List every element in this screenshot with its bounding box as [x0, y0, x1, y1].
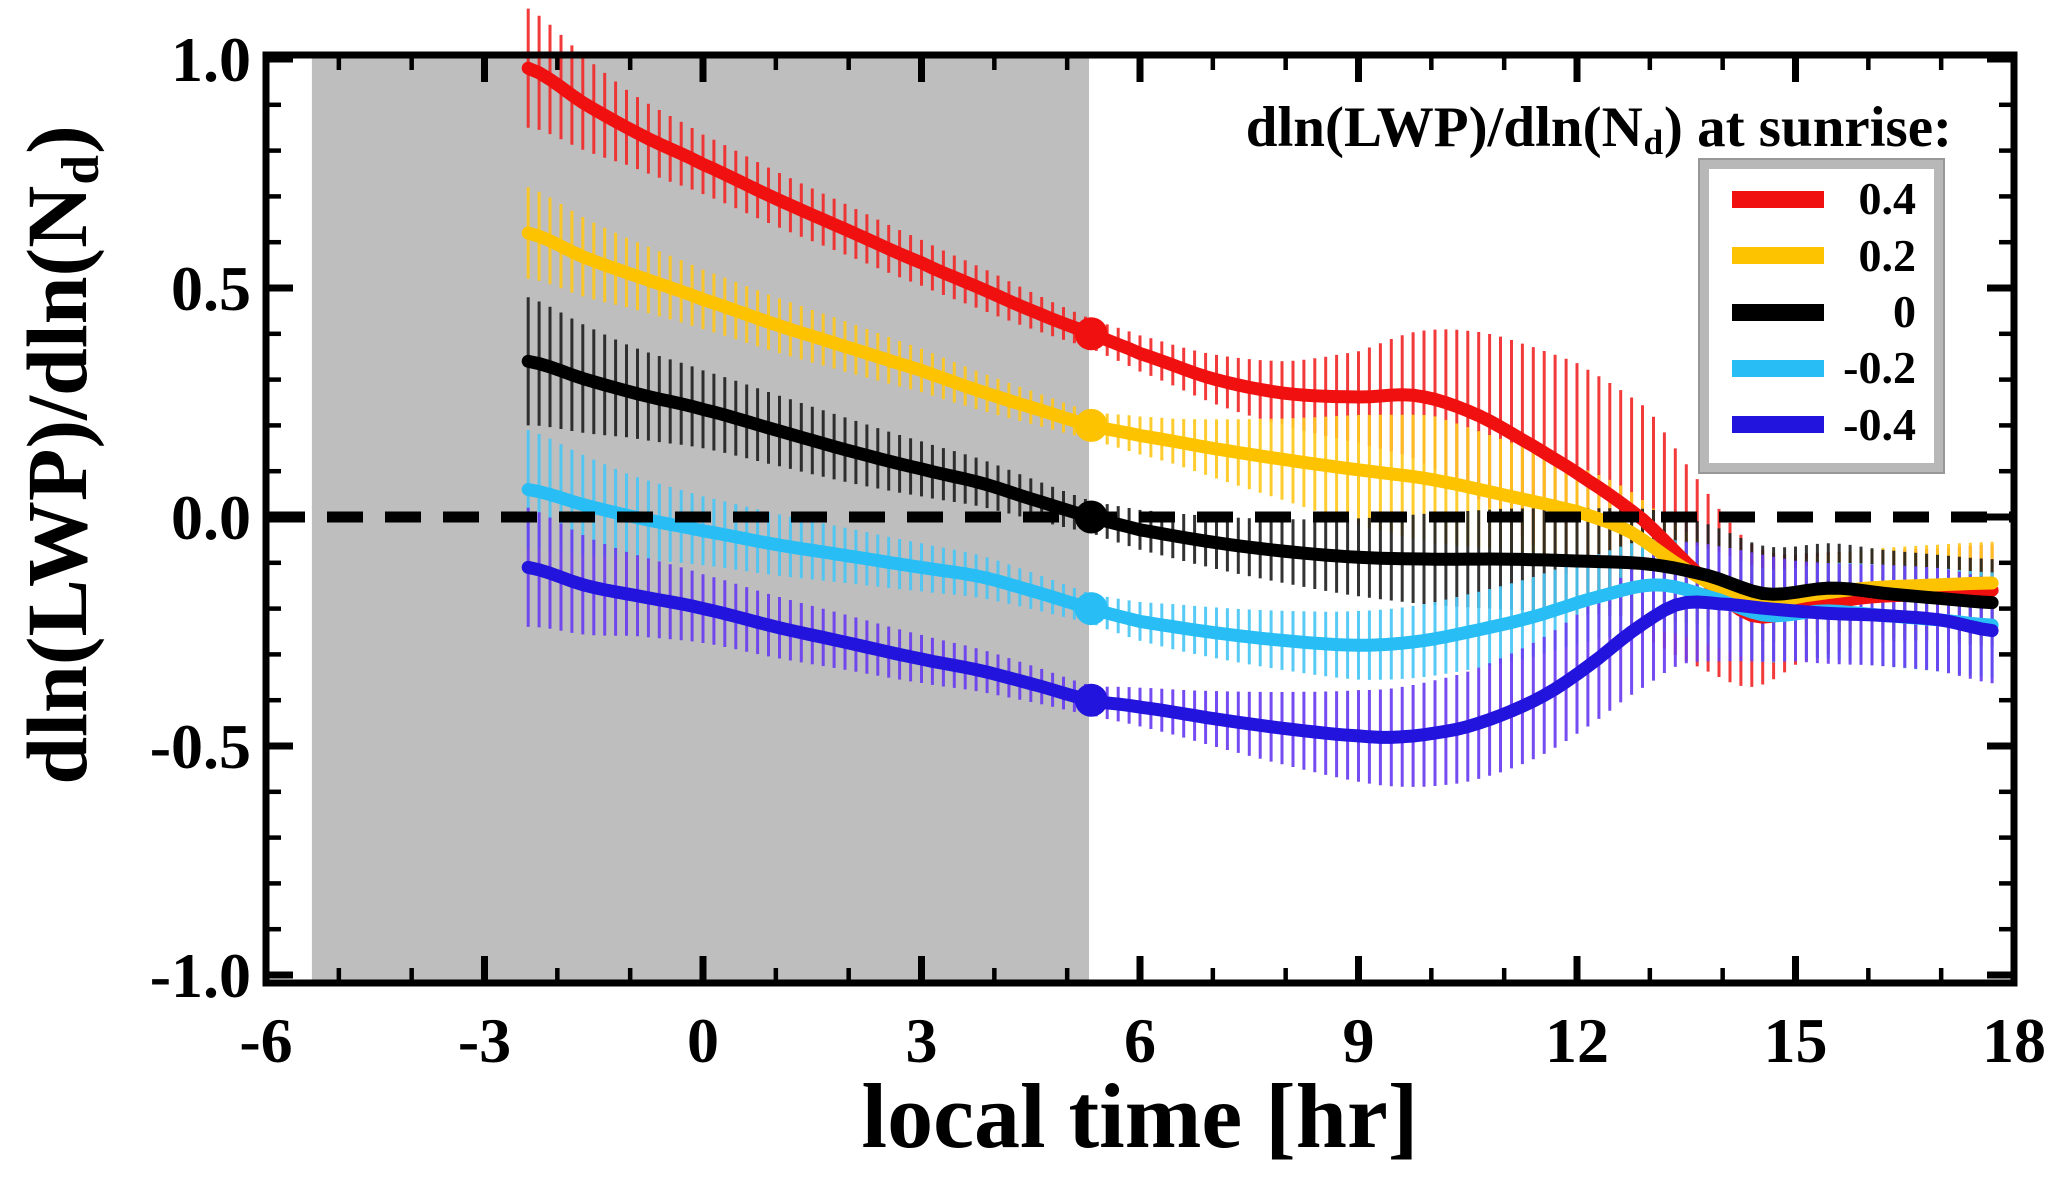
- legend-swatch-icon: [1732, 303, 1824, 321]
- x-tick-label-0: 0: [687, 1005, 719, 1076]
- legend-label: -0.2: [1843, 342, 1916, 394]
- curve-gold: [521, 226, 1999, 608]
- x-tick-label-6: 6: [1124, 1005, 1156, 1076]
- x-tick-label-18: 18: [1982, 1005, 2046, 1076]
- x-tick-label-12: 12: [1545, 1005, 1609, 1076]
- plot-frame: [262, 51, 2018, 987]
- legend-row-0.4: 0.4: [1709, 171, 1934, 227]
- legend-row--0.2: -0.2: [1709, 340, 1934, 396]
- sunrise-marker-cyan: [1074, 592, 1108, 626]
- legend-row-0.2: 0.2: [1709, 227, 1934, 283]
- legend-swatch-icon: [1732, 247, 1824, 265]
- x-tick-label--3: -3: [458, 1005, 511, 1076]
- y-tick-label--1.0: -1.0: [150, 940, 251, 1011]
- legend-title: dln(LWP)/dln(Nd) at sunrise:: [1245, 96, 1952, 162]
- x-axis-title: local time [hr]: [861, 1065, 1419, 1167]
- curve-blue: [521, 560, 1999, 744]
- sunrise-marker-blue: [1074, 683, 1108, 717]
- y-axis-title-subscript: d: [49, 154, 110, 185]
- legend-row-0: 0: [1709, 284, 1934, 340]
- sunrise-marker-red: [1074, 317, 1108, 351]
- y-tick-label-0.0: 0.0: [171, 482, 251, 553]
- sunrise-marker-gold: [1074, 408, 1108, 442]
- x-tick-label-15: 15: [1764, 1005, 1828, 1076]
- curve-black: [521, 354, 1999, 610]
- x-tick-label-3: 3: [906, 1005, 938, 1076]
- legend-swatch-icon: [1732, 416, 1824, 434]
- y-tick-label-1.0: 1.0: [171, 24, 251, 95]
- y-tick-label-0.5: 0.5: [171, 253, 251, 324]
- legend-row--0.4: -0.4: [1709, 397, 1934, 453]
- legend-label: 0: [1893, 286, 1916, 338]
- legend-label: -0.4: [1843, 398, 1916, 450]
- legend-box: 0.4 0.2 0 -0.2 -0.4: [1700, 160, 1943, 472]
- legend-label: 0.4: [1858, 173, 1917, 225]
- legend-swatch-icon: [1732, 359, 1824, 377]
- legend-title-subscript: d: [1643, 122, 1664, 162]
- legend-swatch-icon: [1732, 190, 1824, 208]
- sunrise-marker-black: [1074, 500, 1108, 534]
- y-axis-title: dln(LWP)/dln(Nd): [9, 125, 110, 785]
- x-tick-label-9: 9: [1343, 1005, 1375, 1076]
- y-tick-label--0.5: -0.5: [150, 711, 251, 782]
- x-tick-label--6: -6: [239, 1005, 292, 1076]
- legend-label: 0.2: [1858, 229, 1917, 281]
